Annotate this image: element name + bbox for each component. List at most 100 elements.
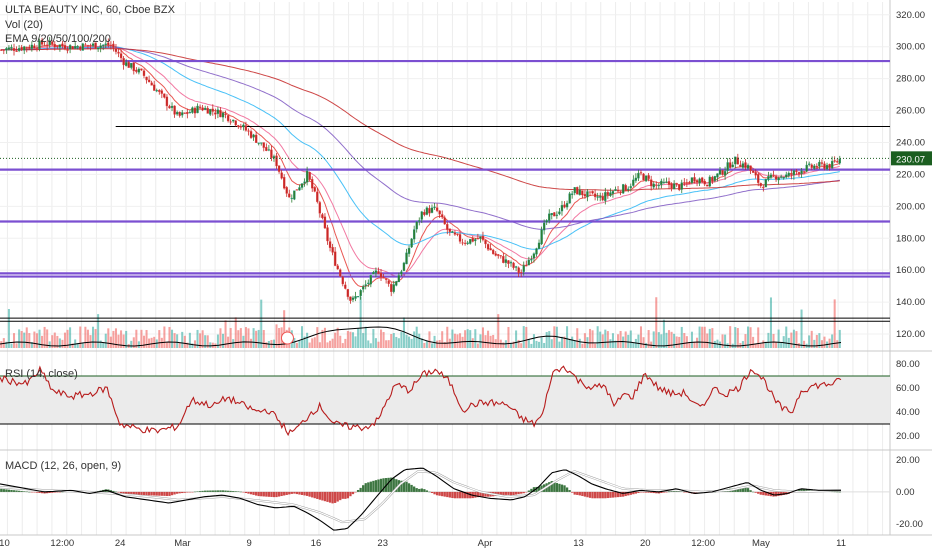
volume-bar xyxy=(619,330,622,348)
rsi-pane[interactable] xyxy=(0,365,890,437)
macd-histogram-bar xyxy=(596,491,599,499)
rsi-axis-tick-label: 40.00 xyxy=(896,407,920,418)
macd-histogram-bar xyxy=(283,491,286,496)
macd-histogram-bar xyxy=(800,488,803,492)
time-axis-tick-label: 13 xyxy=(573,538,584,549)
candle-body xyxy=(17,48,21,51)
volume-bar xyxy=(283,310,286,348)
price-pane[interactable] xyxy=(0,37,890,348)
candle-body xyxy=(175,112,179,115)
candle-body xyxy=(497,254,500,256)
macd-histogram-bar xyxy=(461,491,464,499)
macd-histogram-bar xyxy=(290,491,293,494)
volume-bar xyxy=(614,340,617,348)
volume-bar xyxy=(560,336,563,348)
macd-histogram-bar xyxy=(191,491,194,493)
candle-body xyxy=(698,178,701,184)
candle-body xyxy=(58,44,62,48)
macd-histogram-bar xyxy=(374,480,378,492)
candle-body xyxy=(655,184,658,186)
macd-histogram-bar xyxy=(405,481,408,492)
price-axis-tick-label: 200.00 xyxy=(896,201,925,212)
macd-histogram-bar xyxy=(211,490,214,492)
volume-bar xyxy=(836,340,839,348)
candle-body xyxy=(435,207,439,211)
macd-histogram-bar xyxy=(127,491,130,495)
candle-body xyxy=(390,284,393,292)
macd-histogram-bar xyxy=(443,491,446,497)
macd-histogram-bar xyxy=(532,487,536,492)
macd-histogram-bar xyxy=(550,481,553,492)
ema-200-line xyxy=(1,48,840,191)
volume-bar xyxy=(637,334,640,348)
candle-body xyxy=(481,235,485,240)
volume-bar xyxy=(28,333,31,348)
volume-bar xyxy=(183,335,186,348)
candle-body xyxy=(726,162,729,171)
candle-body xyxy=(224,113,227,115)
macd-histogram-bar xyxy=(158,491,161,496)
candle-body xyxy=(443,217,446,225)
earnings-event-icon[interactable] xyxy=(280,331,294,345)
candle-body xyxy=(203,107,207,110)
macd-histogram-bar xyxy=(221,490,225,492)
volume-bar xyxy=(186,342,189,348)
candle-body xyxy=(593,193,597,198)
volume-bar xyxy=(469,330,472,348)
candle-body xyxy=(703,180,706,185)
candle-body xyxy=(318,202,322,214)
candle-body xyxy=(479,236,482,239)
macd-histogram-bar xyxy=(226,490,230,492)
volume-bar xyxy=(795,331,798,348)
volume-bar xyxy=(135,329,138,348)
candle-body xyxy=(797,172,801,175)
candle-body xyxy=(494,253,497,256)
candle-body xyxy=(367,282,370,284)
macd-histogram-bar xyxy=(446,491,449,498)
candle-body xyxy=(193,107,197,114)
candle-body xyxy=(20,46,23,51)
macd-histogram-bar xyxy=(35,491,39,493)
candle-body xyxy=(815,165,819,168)
macd-histogram-bar xyxy=(316,491,319,499)
volume-bar xyxy=(30,342,33,348)
candle-body xyxy=(323,216,327,229)
candle-body xyxy=(634,177,638,181)
candle-body xyxy=(40,39,44,45)
volume-bar xyxy=(63,332,67,348)
candle-body xyxy=(377,271,380,274)
macd-histogram-bar xyxy=(206,490,209,492)
volume-bar xyxy=(420,338,423,348)
macd-histogram-bar xyxy=(277,491,281,497)
candle-body xyxy=(441,214,444,218)
volume-bar xyxy=(744,334,747,348)
candle-body xyxy=(328,241,332,248)
candle-body xyxy=(774,176,778,180)
macd-histogram-bar xyxy=(48,491,51,494)
macd-histogram-bar xyxy=(367,482,370,492)
volume-bar xyxy=(329,340,332,348)
macd-pane[interactable] xyxy=(0,467,890,531)
candle-body xyxy=(772,174,775,176)
candle-body xyxy=(680,182,683,190)
volume-bar xyxy=(313,337,316,348)
macd-histogram-bar xyxy=(0,488,3,492)
candle-body xyxy=(140,68,143,71)
candle-body xyxy=(280,172,283,179)
candle-body xyxy=(290,197,293,199)
macd-histogram-bar xyxy=(453,491,457,499)
macd-histogram-bar xyxy=(387,477,390,492)
candle-body xyxy=(530,259,533,261)
candle-body xyxy=(415,221,418,230)
macd-histogram-bar xyxy=(311,491,314,498)
macd-histogram-bar xyxy=(270,491,273,497)
volume-bar xyxy=(229,327,232,348)
macd-histogram-bar xyxy=(46,491,49,494)
volume-bar xyxy=(158,330,161,348)
candle-body xyxy=(749,165,752,171)
candle-body xyxy=(267,149,271,151)
candle-body xyxy=(553,212,556,217)
candle-body xyxy=(596,196,599,198)
macd-histogram-bar xyxy=(527,490,530,492)
